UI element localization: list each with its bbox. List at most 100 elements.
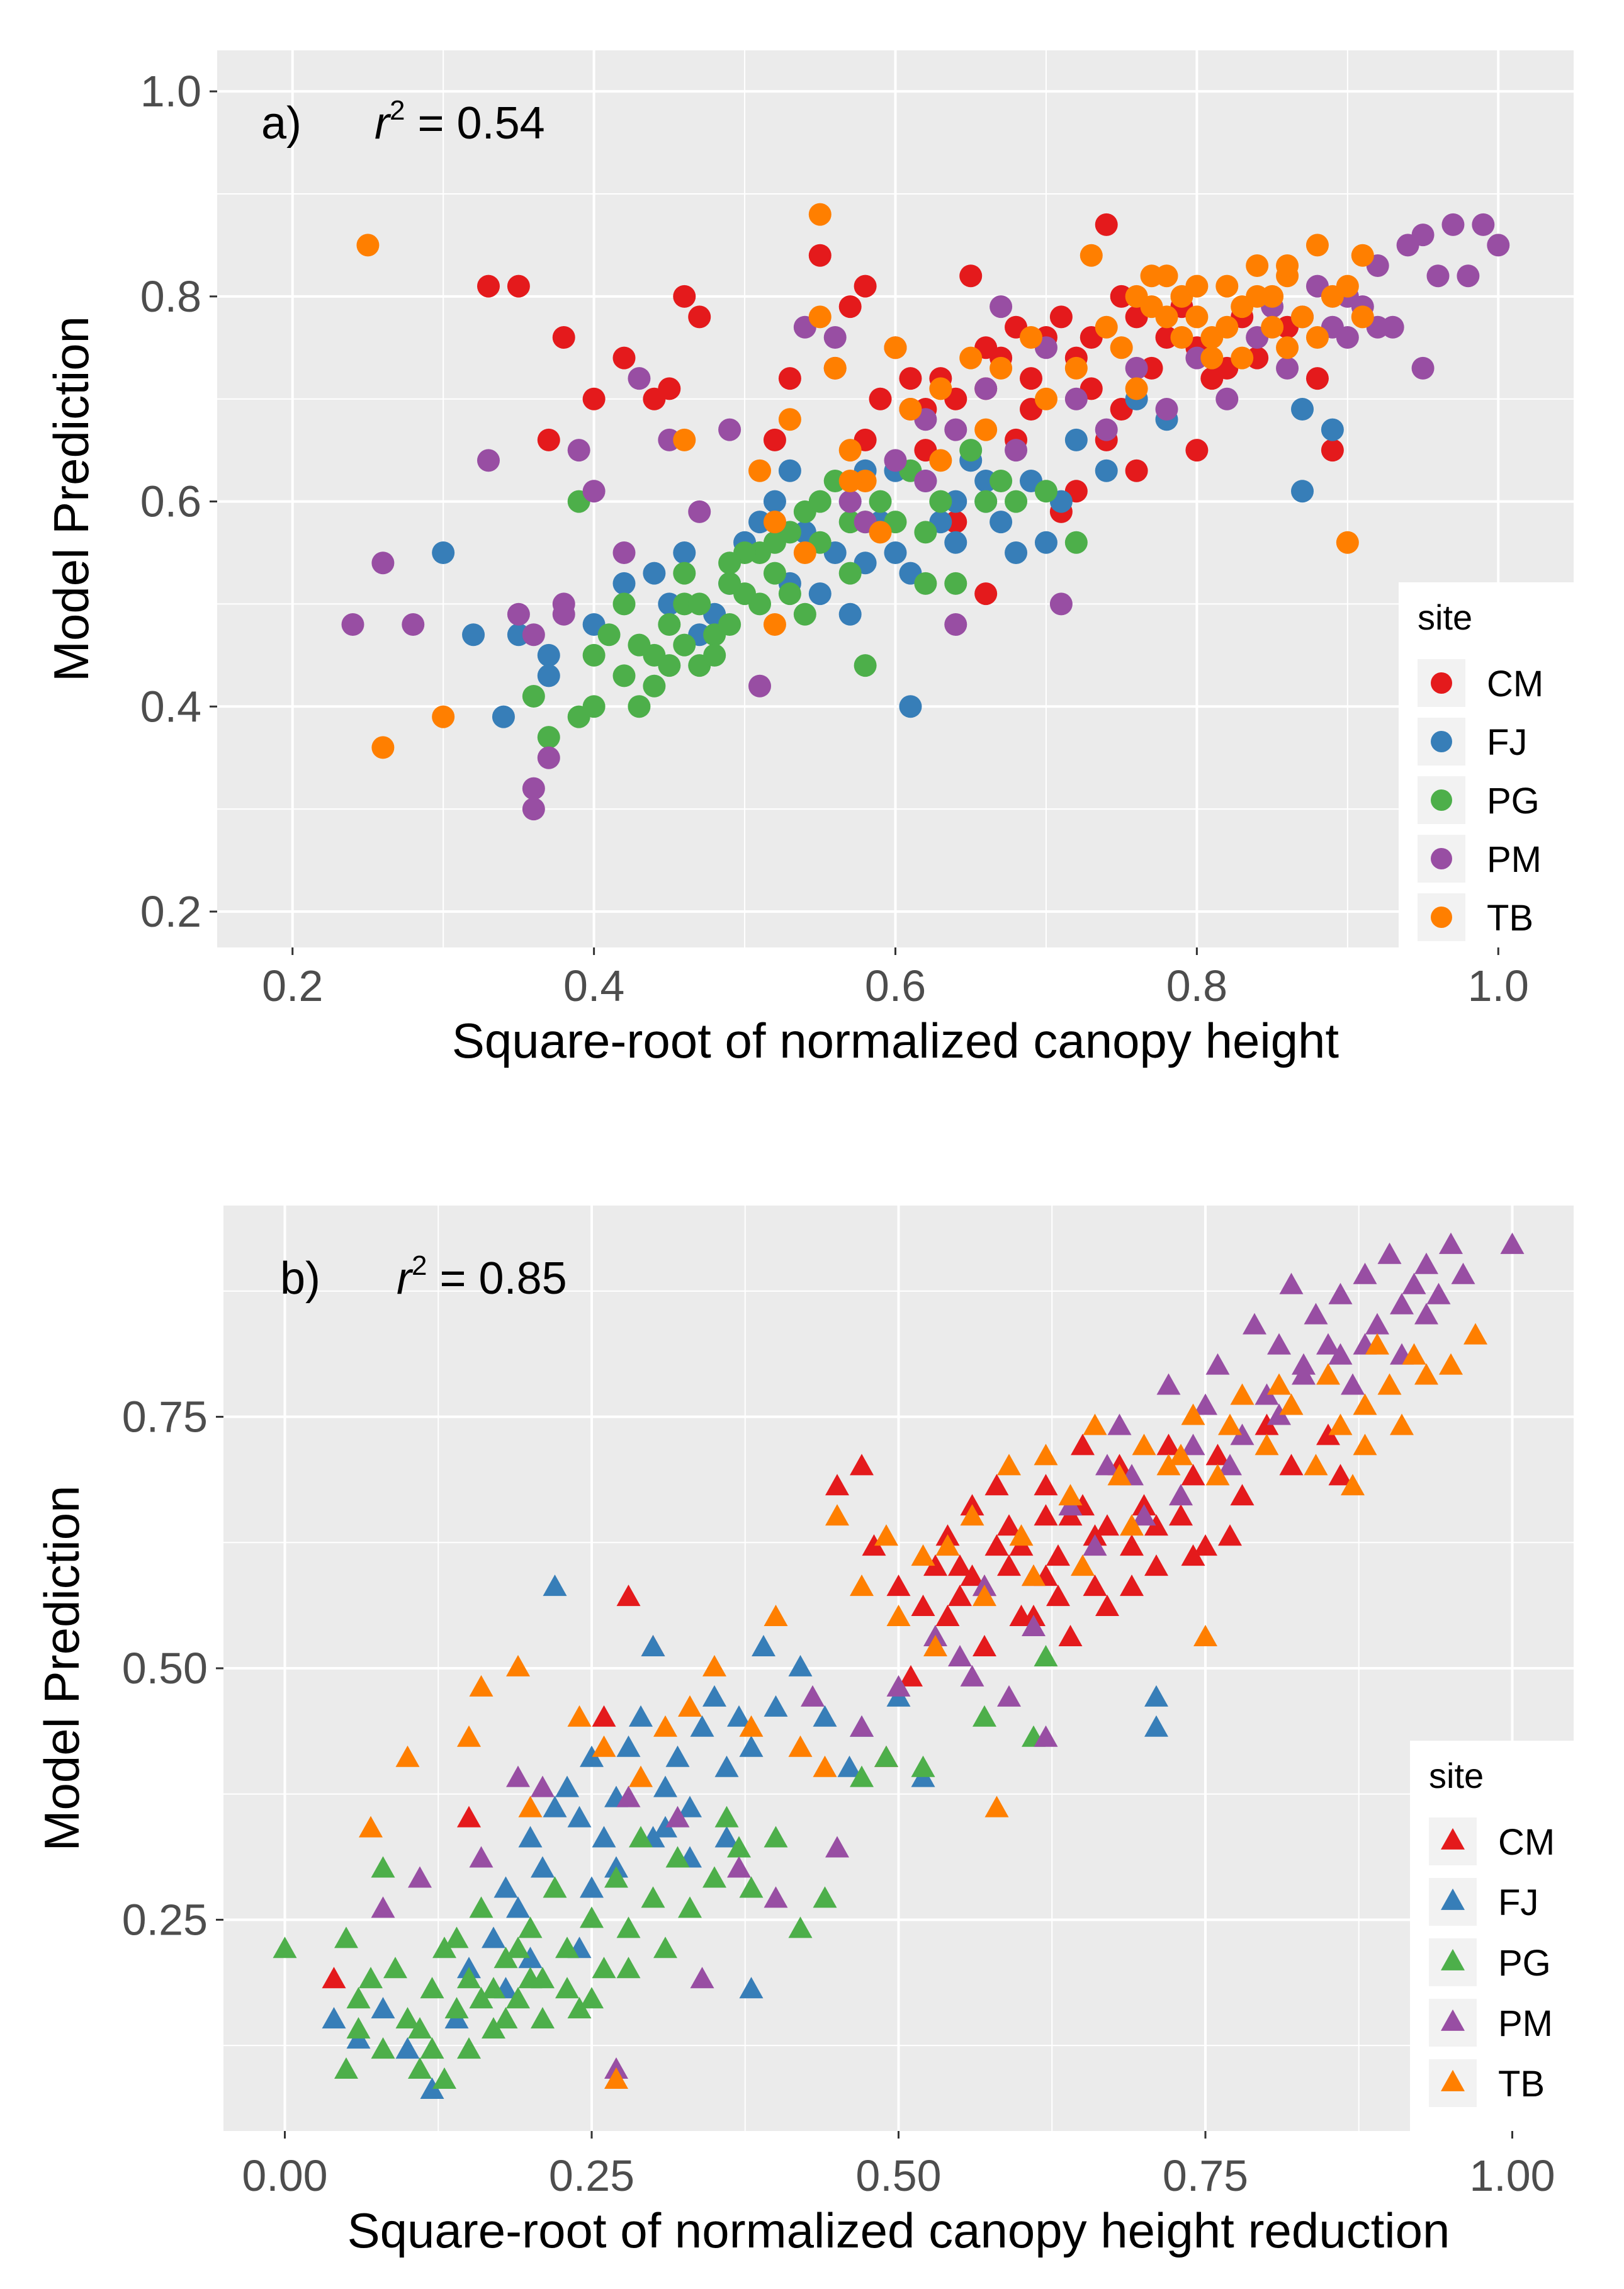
- data-point-fj: [322, 2007, 346, 2029]
- data-point-fj: [395, 2037, 420, 2059]
- data-point-pg: [457, 2037, 481, 2059]
- data-point-tb: [929, 377, 952, 400]
- data-point-tb: [629, 1765, 653, 1787]
- data-point-fj: [884, 541, 907, 564]
- data-point-pm: [522, 798, 545, 821]
- data-point-pg: [788, 1916, 813, 1938]
- data-point-tb: [702, 1654, 726, 1676]
- data-point-pm: [850, 1715, 874, 1737]
- data-point-pg: [346, 2017, 371, 2039]
- data-point-pg: [850, 1765, 874, 1787]
- data-point-pg: [383, 1957, 407, 1979]
- data-point-tb: [869, 521, 892, 544]
- data-point-fj: [990, 511, 1013, 534]
- data-point-pg: [506, 1936, 530, 1958]
- data-point-pg: [665, 1846, 690, 1868]
- data-point-fj: [506, 1896, 530, 1918]
- data-point-cm: [1328, 1464, 1353, 1486]
- data-point-fj: [727, 1705, 751, 1727]
- data-point-fj: [420, 2077, 444, 2100]
- data-point-tb: [825, 1504, 849, 1526]
- data-point-cm: [763, 428, 786, 451]
- x-tick-label: 1.0: [1468, 961, 1529, 1010]
- data-point-cm: [1279, 1454, 1304, 1476]
- y-axis-title: Model Prediction: [43, 316, 99, 682]
- x-tick-label: 0.00: [242, 2151, 327, 2200]
- data-point-pm: [823, 326, 847, 349]
- data-point-fj: [462, 623, 485, 647]
- data-point-tb: [1156, 1454, 1181, 1476]
- x-axis-title: Square-root of normalized canopy height …: [347, 2203, 1450, 2258]
- data-point-tb: [1351, 305, 1374, 329]
- data-point-tb: [923, 1634, 947, 1656]
- data-point-tb: [764, 1605, 788, 1627]
- data-point-pg: [592, 1957, 616, 1979]
- data-point-cm: [1046, 1585, 1070, 1607]
- data-point-tb: [1230, 1383, 1255, 1405]
- data-point-pm: [1267, 1333, 1291, 1355]
- data-point-pm: [507, 602, 530, 626]
- data-point-pg: [990, 470, 1013, 492]
- legend: site CM FJ PG PM TB: [1410, 1741, 1574, 2131]
- data-point-pm: [960, 1664, 984, 1687]
- data-point-pm: [522, 777, 545, 800]
- data-point-pg: [493, 1947, 518, 1969]
- data-point-pg: [420, 2037, 444, 2059]
- data-point-tb: [395, 1745, 420, 1767]
- data-point-tb: [1316, 1363, 1340, 1385]
- data-point-pm: [506, 1765, 530, 1787]
- data-point-pg: [914, 572, 937, 595]
- data-point-cm: [1120, 1574, 1144, 1597]
- data-point-cm: [948, 1554, 972, 1576]
- data-point-pm: [1230, 1423, 1255, 1445]
- legend-title: site: [1429, 1756, 1484, 1795]
- data-point-tb: [929, 449, 952, 472]
- data-point-pg: [678, 1896, 702, 1918]
- data-point-pm: [764, 1886, 788, 1908]
- data-point-fj: [1095, 459, 1118, 482]
- data-point-cm: [862, 1534, 886, 1556]
- panel-label: a): [261, 98, 302, 149]
- data-point-fj: [482, 1926, 505, 1948]
- data-point-tb: [959, 346, 983, 370]
- data-point-pg: [929, 490, 952, 513]
- data-point-tb: [1132, 1433, 1156, 1455]
- data-point-tb: [1120, 1514, 1144, 1536]
- data-point-pm: [997, 1685, 1021, 1707]
- data-point-tb: [1305, 326, 1329, 349]
- data-point-pg: [408, 2017, 432, 2039]
- data-point-pm: [1064, 387, 1088, 410]
- data-point-tb: [823, 356, 847, 380]
- legend-marker-cm: [1431, 672, 1452, 694]
- x-tick-label: 0.75: [1163, 2151, 1248, 2200]
- data-point-pg: [808, 490, 832, 513]
- data-point-tb: [1261, 315, 1284, 339]
- data-point-tb: [1185, 305, 1209, 329]
- data-point-pg: [616, 1916, 641, 1938]
- panel-a: 0.2 0.4 0.6 0.8 1.0 0.2 0.4 0.6 0.8 1.0 a) r2 = 0.5…: [43, 50, 1574, 1068]
- data-point-pg: [748, 592, 771, 616]
- data-point-pm: [1353, 1262, 1377, 1284]
- data-point-pg: [580, 1987, 604, 2009]
- data-point-pg: [408, 2057, 432, 2079]
- data-point-cm: [997, 1514, 1021, 1536]
- data-point-tb: [899, 398, 922, 421]
- data-point-pg: [555, 1936, 579, 1958]
- legend-label-pg: PG: [1487, 781, 1540, 822]
- data-point-pm: [1341, 1373, 1365, 1395]
- data-point-tb: [1020, 326, 1042, 349]
- data-point-fj: [764, 1695, 788, 1717]
- data-point-pg: [914, 521, 937, 544]
- data-point-tb: [1305, 234, 1329, 257]
- data-point-tb: [518, 1795, 543, 1817]
- data-point-tb: [1205, 1464, 1230, 1486]
- data-point-pg: [395, 2007, 420, 2029]
- data-point-pg: [778, 582, 801, 606]
- data-point-fj: [690, 1715, 714, 1737]
- data-point-cm: [1169, 1504, 1193, 1526]
- data-point-pm: [1439, 1232, 1463, 1254]
- data-point-pm: [1328, 1282, 1353, 1304]
- data-point-pm: [552, 602, 575, 626]
- x-tick-label: 0.25: [549, 2151, 634, 2200]
- legend-label-cm: CM: [1487, 664, 1543, 704]
